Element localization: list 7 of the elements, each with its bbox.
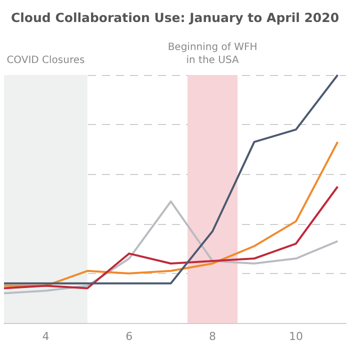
band-label: COVID Closures xyxy=(6,55,85,66)
x-tick-label: 6 xyxy=(126,330,133,343)
x-tick-label: 10 xyxy=(288,330,303,343)
chart-title: Cloud Collaboration Use: January to April 2020 xyxy=(10,10,340,25)
x-tick-label: 8 xyxy=(209,330,216,343)
x-tick-label: 4 xyxy=(42,330,50,343)
band-label: Beginning of WFH in the USA xyxy=(168,42,258,66)
